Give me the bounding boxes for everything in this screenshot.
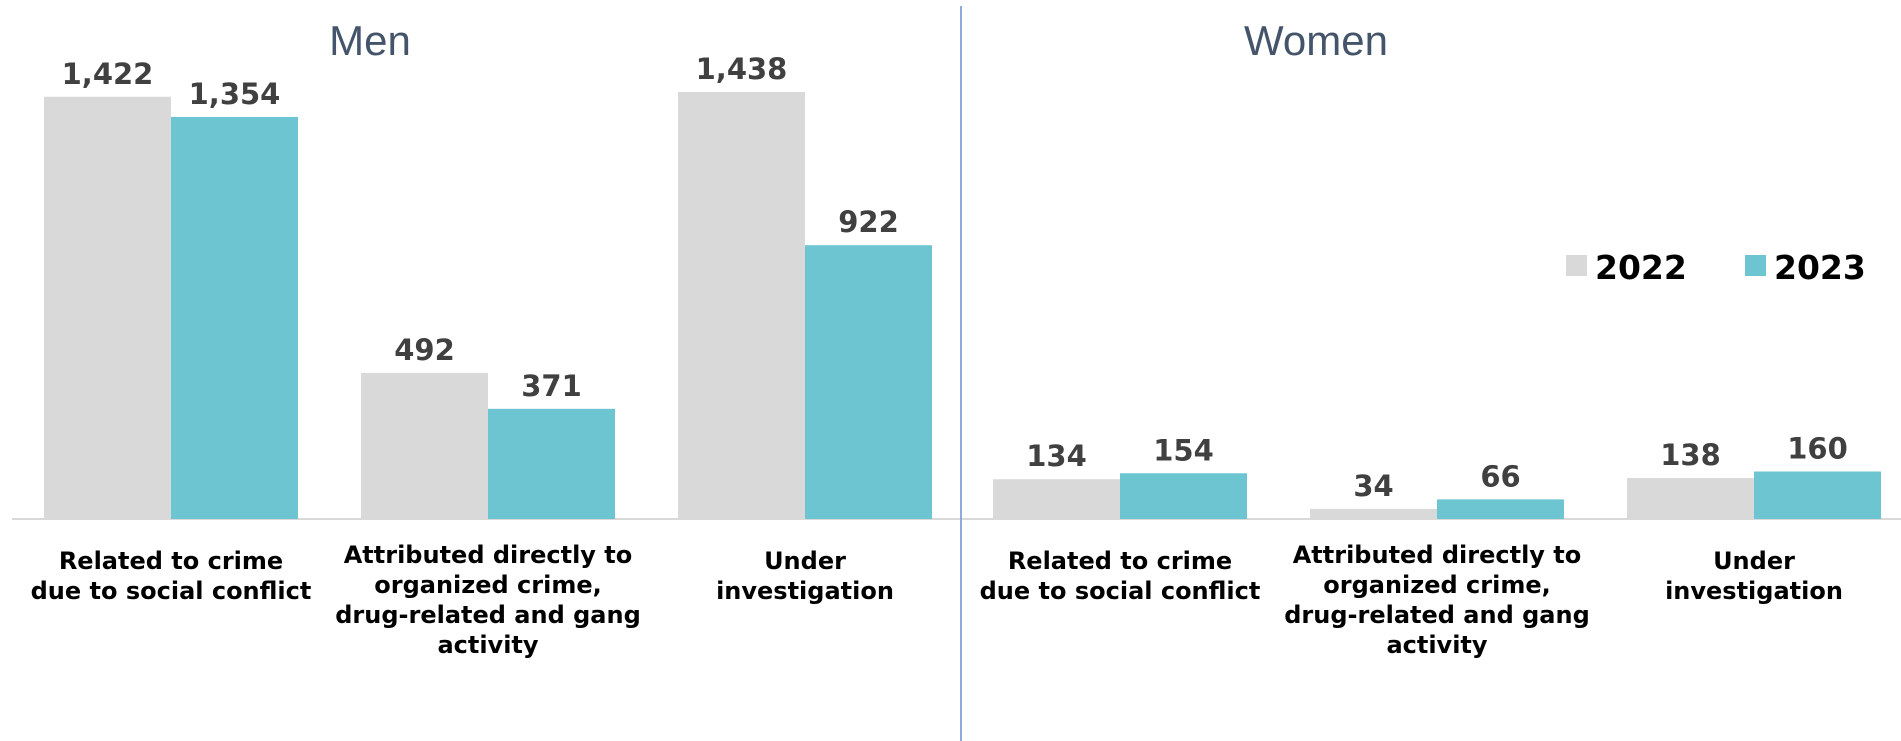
legend-swatch-2022 <box>1566 255 1587 276</box>
bar-men-cat2-2022 <box>361 372 488 519</box>
legend-label-2022: 2022 <box>1595 248 1687 287</box>
data-label-men-cat3-2023: 922 <box>838 205 899 239</box>
data-label-women-cat1-2022: 134 <box>1026 439 1087 473</box>
data-label-men-cat2-2023: 371 <box>521 369 582 403</box>
bar-men-cat2-2023 <box>488 408 615 519</box>
category-label-men-1: Related to crime due to social conflict <box>31 547 312 605</box>
data-label-women-cat3-2022: 138 <box>1660 438 1721 472</box>
data-label-women-cat2-2023: 66 <box>1480 459 1520 493</box>
data-label-women-cat2-2022: 34 <box>1353 469 1393 503</box>
bar-men-cat3-2023 <box>805 245 932 520</box>
legend-swatch-2023 <box>1745 255 1766 276</box>
data-label-men-cat1-2022: 1,422 <box>62 57 154 91</box>
bar-men-cat1-2022 <box>44 96 171 520</box>
category-label-women-3: Under investigation <box>1665 547 1843 605</box>
legend: 2022 2023 <box>1566 248 1866 287</box>
bar-women-cat1-2023 <box>1120 473 1247 519</box>
category-label-women-2: Attributed directly to organized crime, dr… <box>1284 541 1590 659</box>
data-label-men-cat1-2023: 1,354 <box>189 77 281 111</box>
panel-title-women: Women <box>1244 17 1388 64</box>
legend-label-2023: 2023 <box>1774 248 1866 287</box>
bar-women-cat1-2022 <box>993 479 1120 519</box>
data-label-men-cat3-2022: 1,438 <box>696 52 788 86</box>
panel-title-men: Men <box>329 17 411 64</box>
category-label-men-3: Under investigation <box>716 547 894 605</box>
data-label-men-cat2-2022: 492 <box>394 333 455 367</box>
category-label-women-1: Related to crime due to social conflict <box>980 547 1261 605</box>
data-label-women-cat1-2023: 154 <box>1153 433 1214 467</box>
bar-women-cat2-2023 <box>1437 499 1564 519</box>
category-label-men-2: Attributed directly to organized crime, dr… <box>335 541 641 659</box>
bar-men-cat1-2023 <box>171 116 298 519</box>
bar-women-cat2-2022 <box>1310 508 1437 519</box>
bar-women-cat3-2022 <box>1627 478 1754 519</box>
bar-women-cat3-2023 <box>1754 471 1881 519</box>
data-label-women-cat3-2023: 160 <box>1787 431 1848 465</box>
bar-men-cat3-2022 <box>678 92 805 519</box>
chart-marks: 1,422 1,354 Related to crime due to social … <box>12 6 1901 741</box>
